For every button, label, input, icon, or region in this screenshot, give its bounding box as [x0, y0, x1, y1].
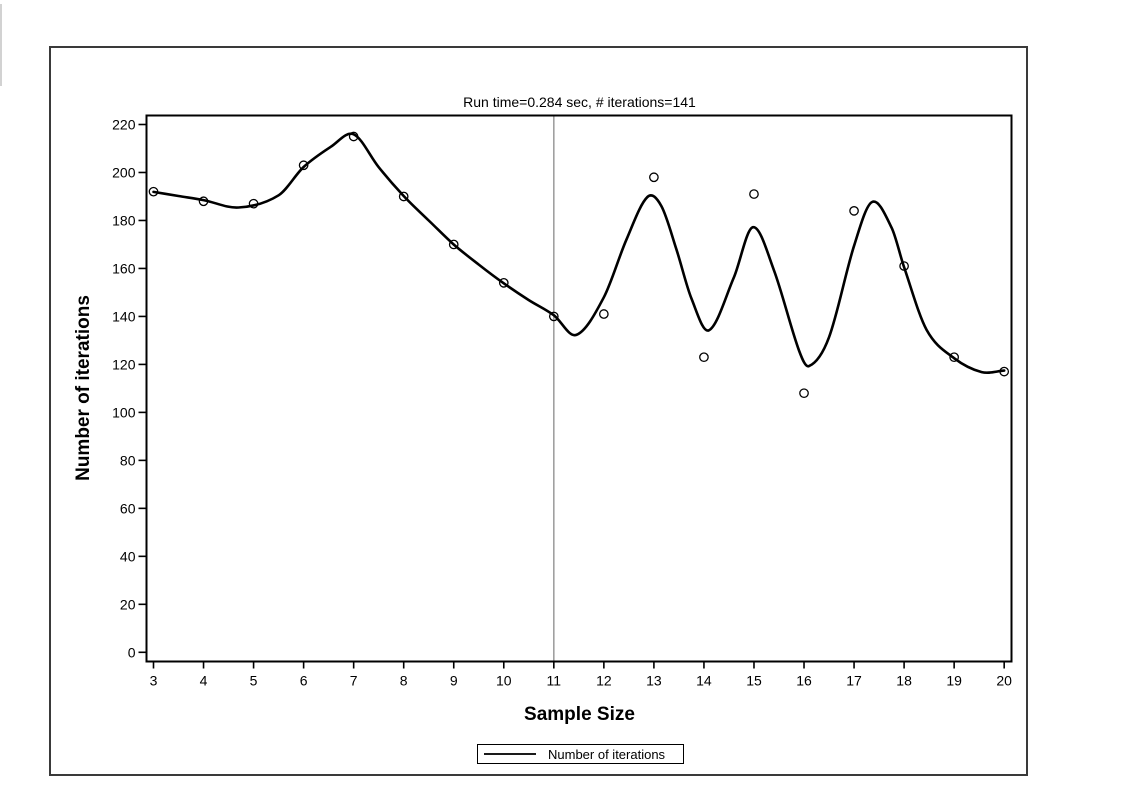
x-tick-label: 16 [796, 673, 812, 689]
x-tick-label: 5 [250, 673, 258, 689]
fit-curve [152, 132, 1006, 375]
x-tick-label: 13 [646, 673, 662, 689]
x-tick-label: 7 [350, 673, 358, 689]
y-tick-label: 40 [120, 548, 136, 564]
data-point-marker [999, 366, 1010, 377]
data-point-marker [198, 196, 209, 207]
data-point-marker [949, 352, 959, 363]
data-point-marker [148, 186, 159, 197]
data-point-marker [649, 172, 659, 183]
data-point-marker [599, 309, 609, 319]
window-edge-artifact [0, 4, 2, 86]
x-tick-label: 14 [696, 673, 712, 689]
x-tick-label: 9 [450, 673, 458, 689]
data-point-marker [498, 277, 509, 288]
y-tick-label: 0 [128, 644, 136, 660]
x-tick-label: 17 [846, 673, 862, 689]
x-tick-label: 11 [547, 673, 562, 689]
x-axis-title: Sample Size [524, 704, 635, 725]
y-tick-label: 60 [120, 500, 136, 516]
data-point-marker [749, 189, 759, 199]
data-point-marker [298, 160, 309, 171]
y-tick-label: 80 [120, 452, 136, 468]
x-tick-label: 19 [946, 673, 962, 689]
x-tick-label: 10 [496, 673, 512, 689]
figure-frame [49, 46, 1028, 776]
data-point-marker [899, 261, 909, 271]
data-point-marker [548, 311, 559, 322]
x-tick-label: 18 [896, 673, 912, 689]
legend: Number of iterations [477, 744, 684, 764]
legend-label: Number of iterations [548, 746, 666, 762]
data-point-marker [699, 352, 709, 363]
y-tick-label: 140 [112, 308, 136, 324]
data-point-marker [448, 239, 459, 250]
y-tick-label: 160 [112, 260, 136, 276]
x-tick-label: 12 [596, 673, 612, 689]
data-point-marker [248, 198, 259, 209]
x-tick-label: 15 [746, 673, 762, 689]
y-tick-label: 200 [112, 164, 136, 180]
data-point-marker [348, 131, 359, 142]
x-tick-label: 4 [200, 673, 208, 689]
y-tick-label: 20 [120, 596, 136, 612]
plot-box [145, 114, 1013, 663]
data-point-marker [799, 388, 809, 399]
data-point-marker [398, 191, 409, 202]
x-tick-label: 8 [400, 673, 408, 689]
y-tick-label: 120 [112, 356, 136, 372]
x-tick-label: 20 [996, 673, 1012, 689]
x-tick-label: 6 [300, 673, 308, 689]
y-tick-label: 180 [112, 212, 136, 228]
x-tick-label: 3 [150, 673, 158, 689]
y-tick-label: 100 [112, 404, 136, 420]
y-tick-label: 220 [112, 116, 136, 132]
data-point-marker [849, 206, 859, 216]
chart-title: Run time=0.284 sec, # iterations=141 [463, 94, 696, 110]
legend-line-swatch [484, 753, 536, 755]
